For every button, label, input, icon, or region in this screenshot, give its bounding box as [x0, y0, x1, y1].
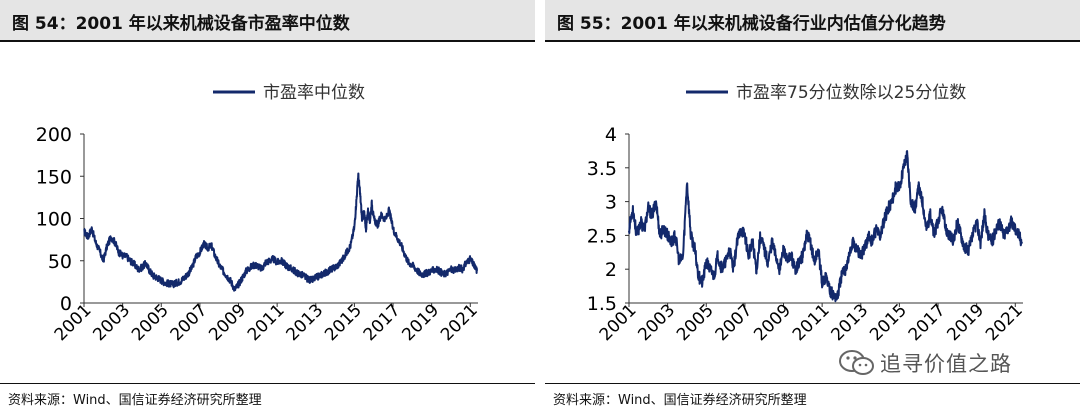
x-tick-label: 2021 [982, 300, 1027, 345]
watermark: 追寻价值之路 [838, 346, 1074, 380]
chart-title: 图 55：2001 年以来机械设备行业内估值分化趋势 [557, 14, 946, 34]
pe-median-chart: 市盈率中位数0501001502002001200320052007200920… [36, 83, 482, 345]
x-tick-label: 2011 [244, 300, 289, 345]
y-tick-label: 4 [605, 124, 617, 146]
x-tick-label: 2005 [128, 300, 173, 345]
panel-pe-dispersion: 图 55：2001 年以来机械设备行业内估值分化趋势 市盈率75分位数除以25分… [545, 0, 1080, 411]
watermark-text: 追寻价值之路 [880, 352, 1012, 376]
source-note: 资料来源：Wind、国信证券经济研究所整理 [0, 383, 535, 411]
x-tick-label: 2015 [321, 300, 366, 345]
x-tick-label: 2013 [828, 300, 873, 345]
x-tick-label: 2015 [866, 300, 911, 345]
x-tick-label: 2009 [205, 300, 250, 345]
legend-label: 市盈率75分位数除以25分位数 [736, 83, 966, 103]
x-tick-label: 2007 [167, 300, 212, 345]
y-tick-label: 3 [605, 192, 617, 214]
x-tick-label: 2017 [360, 300, 405, 345]
source-text: 资料来源：Wind、国信证券经济研究所整理 [553, 393, 807, 408]
y-tick-label: 2.5 [587, 225, 617, 247]
x-tick-label: 2003 [634, 300, 679, 345]
chart-title: 图 54：2001 年以来机械设备市盈率中位数 [12, 14, 350, 34]
x-tick-label: 2011 [789, 300, 834, 345]
y-tick-label: 100 [36, 209, 72, 231]
series-line [83, 172, 478, 292]
wechat-icon [839, 350, 874, 375]
x-tick-label: 2001 [51, 300, 96, 345]
x-tick-label: 2019 [943, 300, 988, 345]
y-tick-label: 50 [48, 251, 72, 273]
x-tick-label: 2009 [750, 300, 795, 345]
x-tick-label: 2003 [89, 300, 134, 345]
chart-title-bar: 图 54：2001 年以来机械设备市盈率中位数 [0, 0, 535, 42]
y-tick-label: 3.5 [587, 158, 617, 180]
panel-pe-median: 图 54：2001 年以来机械设备市盈率中位数 市盈率中位数 0 50 100 150 2… [0, 0, 535, 411]
y-tick-label: 1.5 [587, 293, 617, 315]
y-tick-label: 150 [36, 166, 72, 188]
y-tick-label: 0 [60, 293, 72, 315]
pe-dispersion-chart: 市盈率75分位数除以25分位数1.522.533.542001200320052… [587, 83, 1027, 345]
x-tick-label: 2021 [437, 300, 482, 345]
series-line [628, 150, 1023, 303]
source-text: 资料来源：Wind、国信证券经济研究所整理 [8, 393, 262, 408]
legend-label: 市盈率中位数 [263, 83, 365, 103]
chart-title-bar: 图 55：2001 年以来机械设备行业内估值分化趋势 [545, 0, 1080, 42]
x-tick-label: 2007 [712, 300, 757, 345]
x-tick-label: 2013 [283, 300, 328, 345]
y-tick-label: 2 [605, 259, 617, 281]
x-tick-label: 2005 [673, 300, 718, 345]
x-tick-label: 2017 [905, 300, 950, 345]
x-tick-label: 2019 [398, 300, 443, 345]
y-tick-label: 200 [36, 124, 72, 146]
source-note: 资料来源：Wind、国信证券经济研究所整理 [545, 383, 1080, 411]
